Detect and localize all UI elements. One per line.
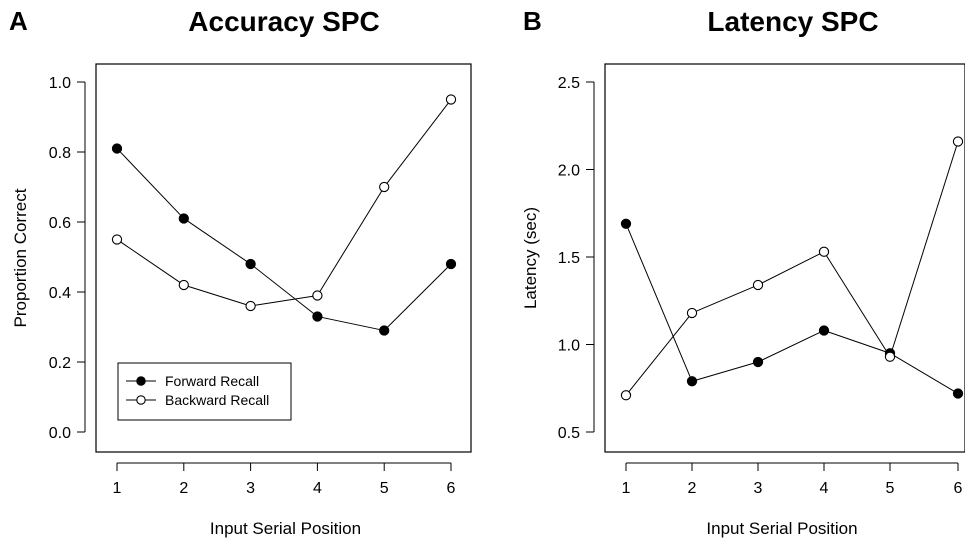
series-segment <box>893 355 955 392</box>
y-tick-label: 1.0 <box>558 338 580 355</box>
x-tick-label: 4 <box>313 480 322 497</box>
backward-recall-point <box>686 307 698 319</box>
series-segment <box>321 316 380 331</box>
series-segment <box>696 286 754 312</box>
series-segment <box>761 253 821 284</box>
x-tick-label: 1 <box>622 480 631 497</box>
legend-marker <box>136 395 146 405</box>
x-tick-label: 2 <box>688 480 697 497</box>
series-segment <box>187 220 248 262</box>
backward-recall-point <box>379 181 390 193</box>
y-tick-label: 0.2 <box>49 355 71 372</box>
panel-letter: A <box>9 6 28 36</box>
y-tick-label: 1.5 <box>558 250 580 267</box>
series-segment <box>120 241 181 283</box>
x-tick-label: 4 <box>820 480 829 497</box>
series-segment <box>188 285 247 306</box>
backward-recall-point <box>952 136 964 147</box>
x-axis-label: Input Serial Position <box>706 519 857 538</box>
series-segment <box>890 145 958 353</box>
series-segment <box>828 331 886 353</box>
forward-recall-point <box>752 356 764 368</box>
x-axis-label: Input Serial Position <box>210 519 361 538</box>
backward-recall-point <box>178 279 189 291</box>
series-segment <box>696 362 754 381</box>
backward-recall-point <box>620 390 632 401</box>
forward-recall-point <box>312 311 323 322</box>
x-tick-label: 3 <box>246 480 255 497</box>
legend-label: Backward Recall <box>165 392 269 408</box>
legend-marker <box>136 376 146 386</box>
plot-frame <box>95 63 472 453</box>
series-segment <box>826 255 888 354</box>
legend: Forward Recall Backward Recall <box>117 362 292 421</box>
backward-recall-point <box>818 246 830 257</box>
y-tick-label: 0.5 <box>558 425 580 442</box>
x-tick-label: 6 <box>954 480 963 497</box>
panel-letter: B <box>523 6 542 36</box>
series-segment <box>253 266 315 315</box>
forward-recall-point <box>818 325 830 336</box>
forward-recall-point <box>952 388 964 399</box>
forward-recall-point <box>111 143 123 154</box>
forward-recall-point <box>379 325 390 336</box>
y-tick-label: 0.4 <box>49 285 71 302</box>
series-segment <box>761 332 821 361</box>
y-tick-label: 2.0 <box>558 163 580 180</box>
forward-recall-point <box>445 258 457 270</box>
backward-recall-point <box>445 94 457 105</box>
backward-recall-point <box>111 234 123 245</box>
legend-box <box>117 362 292 421</box>
x-tick-label: 5 <box>886 480 895 497</box>
x-tick-label: 5 <box>380 480 389 497</box>
y-tick-label: 0.0 <box>49 425 71 442</box>
series-segment <box>627 227 691 378</box>
x-tick-label: 1 <box>113 480 122 497</box>
series-segment <box>628 316 690 392</box>
chart-title: Accuracy SPC <box>188 6 379 37</box>
backward-recall-point <box>884 351 896 362</box>
y-tick-label: 0.8 <box>49 145 71 162</box>
backward-recall-point <box>752 279 764 291</box>
series-segment <box>119 151 181 216</box>
x-tick-label: 6 <box>447 480 456 497</box>
forward-recall-point <box>620 218 632 229</box>
x-tick-label: 3 <box>754 480 763 497</box>
y-tick-label: 1.0 <box>49 75 71 92</box>
chart-title: Latency SPC <box>707 6 878 37</box>
panel-a: A Accuracy SPC 0.0 0.2 0.4 0.6 0.8 1.0 1 2 3 4 5 6 Inp… <box>9 6 472 538</box>
backward-recall-point <box>245 300 256 312</box>
y-axis-label: Latency (sec) <box>521 207 540 309</box>
forward-recall-point <box>686 376 698 387</box>
legend-label: Forward Recall <box>165 373 259 389</box>
x-tick-label: 2 <box>179 480 188 497</box>
y-tick-label: 0.6 <box>49 215 71 232</box>
panel-b: B Latency SPC 0.5 1.0 1.5 2.0 2.5 1 2 3 4 5 6 Input S… <box>521 6 965 538</box>
forward-recall-point <box>245 258 256 270</box>
series-segment <box>386 102 449 184</box>
plot-frame <box>604 63 965 453</box>
series-segment <box>319 190 383 292</box>
y-tick-label: 2.5 <box>558 75 580 92</box>
series-segment <box>387 266 449 328</box>
y-axis-label: Proportion Correct <box>11 188 30 327</box>
backward-recall-point <box>312 290 323 301</box>
forward-recall-point <box>178 213 189 224</box>
series-segment <box>255 295 313 306</box>
